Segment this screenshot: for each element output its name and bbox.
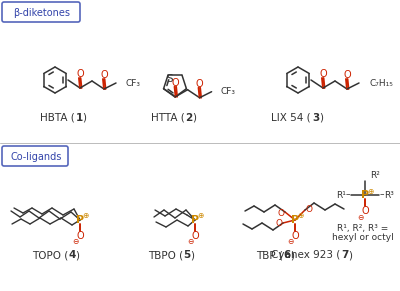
FancyBboxPatch shape	[2, 2, 80, 22]
Text: O: O	[191, 231, 199, 241]
Text: ⊖: ⊖	[357, 212, 363, 221]
Text: CF₃: CF₃	[220, 87, 236, 96]
Text: O: O	[100, 70, 108, 80]
Text: ): )	[192, 113, 196, 123]
Text: O: O	[291, 231, 299, 241]
Text: TBP (: TBP (	[256, 250, 283, 260]
Text: R¹, R², R³ =: R¹, R², R³ =	[337, 223, 389, 233]
Text: S: S	[167, 74, 173, 84]
Text: 3: 3	[312, 113, 320, 123]
Text: P: P	[76, 215, 84, 225]
Text: O: O	[196, 79, 203, 89]
Text: 4: 4	[68, 250, 76, 260]
Text: HBTA (: HBTA (	[40, 113, 75, 123]
Text: O: O	[76, 231, 84, 241]
Text: hexyl or octyl: hexyl or octyl	[332, 233, 394, 242]
Text: O: O	[278, 208, 284, 217]
Text: CF₃: CF₃	[125, 79, 140, 88]
Text: β-diketones: β-diketones	[14, 8, 70, 18]
Text: ): )	[75, 250, 79, 260]
Text: –: –	[380, 191, 384, 200]
Text: ⊕: ⊕	[82, 212, 88, 221]
Text: P: P	[361, 190, 369, 200]
Text: ): )	[319, 113, 323, 123]
Text: ⊕: ⊕	[297, 212, 303, 221]
Text: 7: 7	[341, 250, 349, 260]
Text: ): )	[190, 250, 194, 260]
Text: ⊖: ⊖	[187, 237, 193, 246]
Text: R³: R³	[384, 191, 394, 200]
Text: O: O	[276, 219, 282, 228]
Text: O: O	[361, 206, 369, 216]
Text: LIX 54 (: LIX 54 (	[271, 113, 311, 123]
Text: O: O	[319, 69, 327, 79]
Text: O: O	[343, 70, 351, 80]
Text: R¹: R¹	[336, 191, 346, 200]
Text: TOPO (: TOPO (	[32, 250, 68, 260]
Text: Co-ligands: Co-ligands	[10, 152, 62, 162]
Text: TBPO (: TBPO (	[148, 250, 183, 260]
Text: O: O	[306, 205, 312, 214]
Text: ): )	[290, 250, 294, 260]
Text: R²: R²	[370, 171, 380, 180]
Text: O: O	[76, 69, 84, 79]
Text: HTTA (: HTTA (	[151, 113, 185, 123]
Text: ⊖: ⊖	[72, 237, 78, 246]
Text: –: –	[346, 191, 350, 200]
Text: 1: 1	[75, 113, 83, 123]
Text: ⊖: ⊖	[287, 237, 293, 246]
Text: 2: 2	[185, 113, 193, 123]
Text: P: P	[191, 215, 199, 225]
Text: ⊕: ⊕	[367, 187, 373, 196]
FancyBboxPatch shape	[2, 146, 68, 166]
Text: 6: 6	[283, 250, 291, 260]
Text: Cyanex 923 (: Cyanex 923 (	[271, 250, 340, 260]
Text: ): )	[82, 113, 86, 123]
Text: ): )	[348, 250, 352, 260]
Text: 5: 5	[183, 250, 191, 260]
Text: O: O	[172, 78, 179, 88]
Text: C₇H₁₅: C₇H₁₅	[369, 79, 393, 88]
Text: P: P	[291, 215, 299, 225]
Text: ⊕: ⊕	[197, 212, 203, 221]
